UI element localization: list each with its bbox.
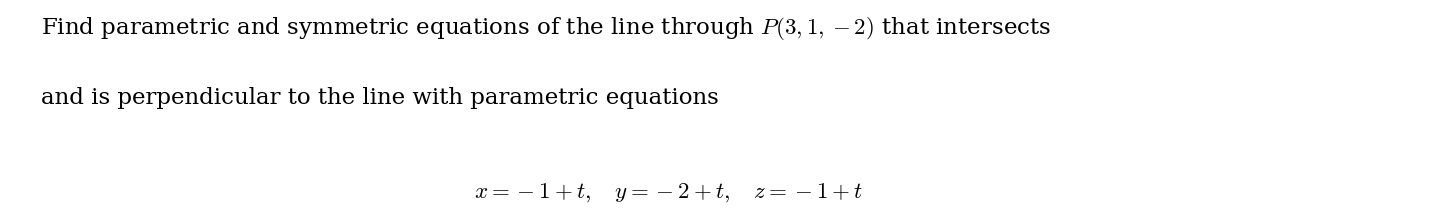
Text: and is perpendicular to the line with parametric equations: and is perpendicular to the line with pa… <box>41 87 718 109</box>
Text: Find parametric and symmetric equations of the line through $P(3, 1, -2)$ that i: Find parametric and symmetric equations … <box>41 15 1051 42</box>
Text: $x = -1 + t, \quad y = -2 + t, \quad z = -1 + t$: $x = -1 + t, \quad y = -2 + t, \quad z =… <box>474 181 864 204</box>
